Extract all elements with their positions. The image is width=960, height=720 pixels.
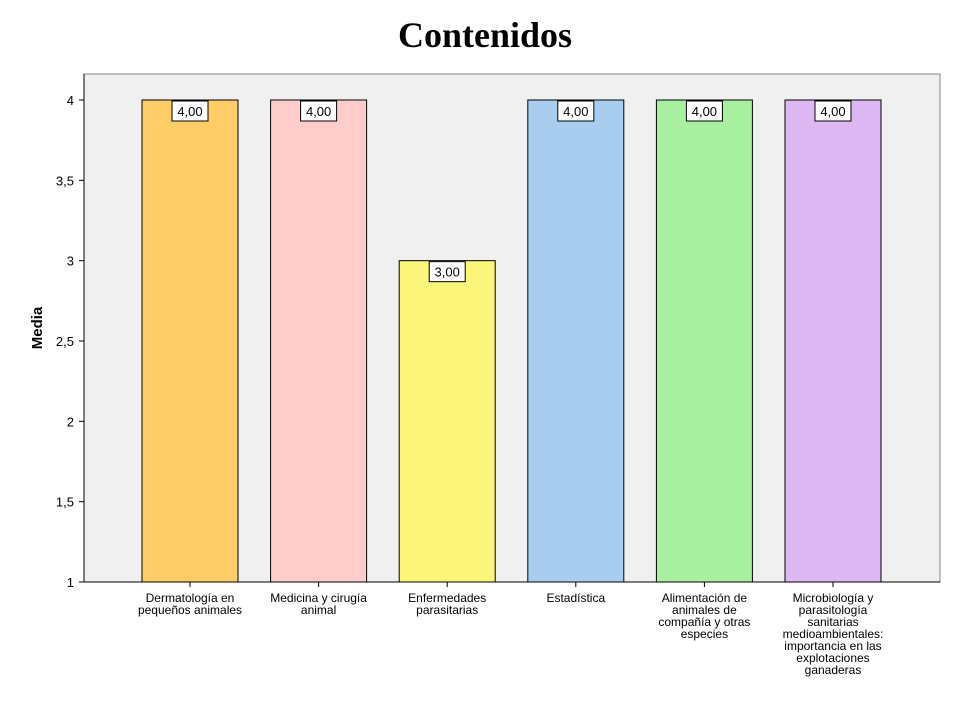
- x-tick-label: Alimentación de animales de compañía y otr…: [658, 591, 750, 641]
- x-tick-label-line: medioambientales:: [783, 627, 884, 641]
- x-tick-label: Microbiología y parasitología sanitarias me…: [783, 591, 884, 677]
- value-label-box: [685, 100, 723, 122]
- x-tick-label: Enfermedades parasitarias: [408, 591, 486, 617]
- x-tick-label-line: ganaderas: [805, 663, 862, 677]
- x-tick-label-line: especies: [681, 627, 728, 641]
- x-tick-label: Medicina y cirugía animal: [270, 591, 367, 617]
- y-tick-label: 3,5: [56, 173, 74, 188]
- x-tick-label-line: Medicina y cirugía: [270, 591, 367, 605]
- x-axis: Dermatología en pequeños animales Medicina…: [84, 581, 940, 677]
- x-tick-label-line: parasitarias: [416, 603, 478, 617]
- bars: 4,00 4,00 3,00 4,00 4,00 4,00: [141, 99, 882, 583]
- x-tick-label-line: sanitarias: [807, 615, 858, 629]
- y-axis-title: Media: [29, 306, 46, 349]
- x-tick-label-line: Dermatología en: [146, 591, 235, 605]
- bar: [655, 99, 753, 583]
- value-label-box: [814, 100, 852, 122]
- x-tick-label-line: Estadística: [546, 591, 605, 605]
- value-label: 4,00: [177, 104, 202, 119]
- x-tick-label-line: parasitología: [799, 603, 868, 617]
- x-tick-label-line: Alimentación de: [662, 591, 748, 605]
- x-tick-label-line: importancia en las: [784, 639, 881, 653]
- x-tick-label-line: explotaciones: [796, 651, 869, 665]
- x-tick-label-line: Microbiología y: [793, 591, 874, 605]
- x-tick-label-line: pequeños animales: [138, 603, 242, 617]
- value-label: 4,00: [820, 104, 845, 119]
- bar: [270, 99, 368, 583]
- value-label: 3,00: [435, 265, 460, 280]
- y-axis: 1 1,5 2 2,5 3 3,5 4: [56, 74, 85, 590]
- bar: [398, 260, 496, 583]
- y-tick-label: 2,5: [56, 334, 74, 349]
- x-tick-label-line: animal: [301, 603, 336, 617]
- x-tick-label-line: animales de: [672, 603, 737, 617]
- bar: [141, 99, 239, 583]
- value-label-box: [428, 261, 466, 283]
- value-label-box: [300, 100, 338, 122]
- y-tick-label: 1: [67, 575, 74, 590]
- x-tick-label: Estadística: [546, 591, 605, 605]
- y-tick-label: 4: [67, 93, 74, 108]
- bar: [527, 99, 625, 583]
- value-label: 4,00: [692, 104, 717, 119]
- y-tick-label: 1,5: [56, 495, 74, 510]
- value-label: 4,00: [306, 104, 331, 119]
- y-tick-label: 2: [67, 414, 74, 429]
- value-label: 4,00: [563, 104, 588, 119]
- value-label-box: [171, 100, 209, 122]
- x-tick-label-line: Enfermedades: [408, 591, 486, 605]
- y-tick-label: 3: [67, 254, 74, 269]
- value-label-box: [557, 100, 595, 122]
- x-tick-label: Dermatología en pequeños animales: [138, 591, 242, 617]
- x-tick-label-line: compañía y otras: [658, 615, 750, 629]
- page-title: Contenidos: [397, 15, 573, 55]
- bar: [784, 99, 882, 583]
